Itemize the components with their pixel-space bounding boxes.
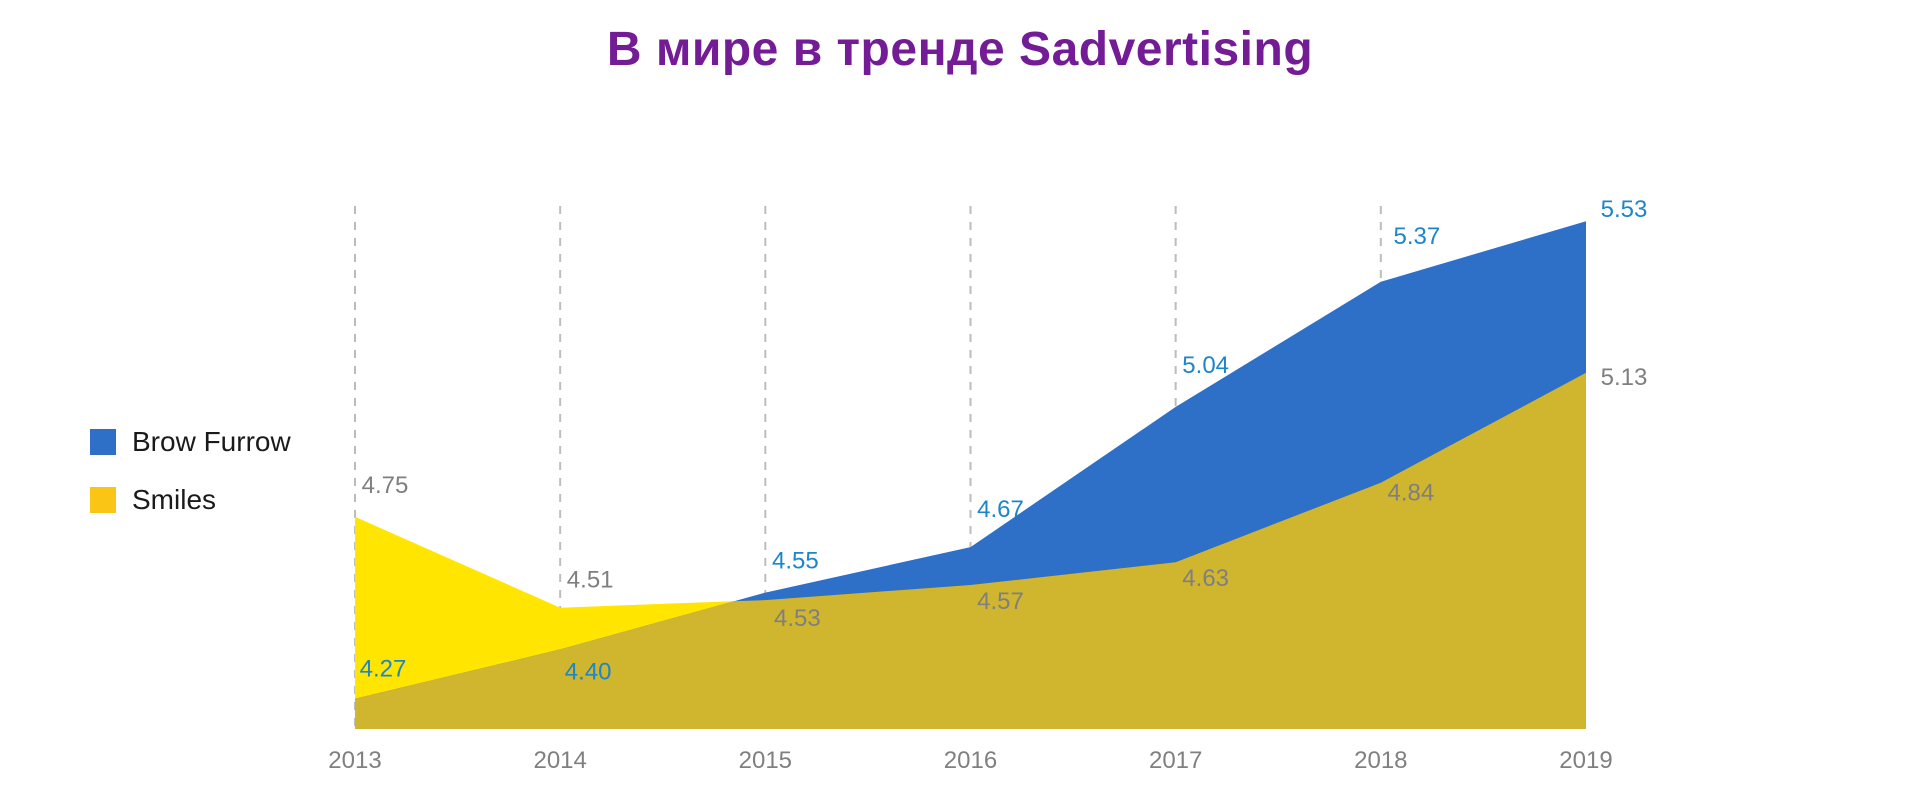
x-axis-label: 2017 xyxy=(1149,747,1202,774)
value-label-brow-furrow: 4.40 xyxy=(565,658,612,685)
legend: Brow Furrow Smiles xyxy=(90,428,291,544)
value-label-brow-furrow: 5.04 xyxy=(1182,352,1229,379)
x-axis-label: 2013 xyxy=(328,747,381,774)
x-axis-label: 2016 xyxy=(944,747,997,774)
legend-item-brow-furrow: Brow Furrow xyxy=(90,428,291,456)
legend-swatch-brow-furrow xyxy=(90,429,116,455)
value-label-brow-furrow: 5.37 xyxy=(1393,223,1440,250)
x-axis-label: 2019 xyxy=(1559,747,1612,774)
value-label-brow-furrow: 4.67 xyxy=(977,496,1024,523)
legend-label-brow-furrow: Brow Furrow xyxy=(132,426,291,457)
x-axis-label: 2018 xyxy=(1354,747,1407,774)
legend-swatch-smiles xyxy=(90,487,116,513)
value-label-smiles: 4.53 xyxy=(774,605,821,632)
value-label-brow-furrow: 4.27 xyxy=(360,656,407,683)
legend-item-smiles: Smiles xyxy=(90,486,291,514)
value-label-smiles: 4.57 xyxy=(977,588,1024,615)
value-label-smiles: 4.84 xyxy=(1387,480,1434,507)
legend-label-smiles: Smiles xyxy=(132,484,217,515)
value-label-brow-furrow: 5.53 xyxy=(1601,196,1648,223)
area-overlap xyxy=(355,372,1586,729)
value-label-brow-furrow: 4.55 xyxy=(772,548,819,575)
value-label-smiles: 4.75 xyxy=(362,472,409,499)
x-axis-label: 2014 xyxy=(533,747,586,774)
x-axis-label: 2015 xyxy=(739,747,792,774)
value-label-smiles: 4.51 xyxy=(567,567,614,594)
value-label-smiles: 5.13 xyxy=(1601,364,1648,391)
value-label-smiles: 4.63 xyxy=(1182,565,1229,592)
chart-title: В мире в тренде Sadvertising xyxy=(606,23,1314,76)
